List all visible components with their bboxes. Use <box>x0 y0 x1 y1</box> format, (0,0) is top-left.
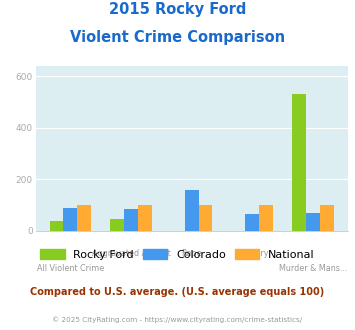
Text: Aggravated Assault: Aggravated Assault <box>92 249 170 258</box>
Bar <box>306 214 320 231</box>
Bar <box>320 205 334 231</box>
Bar <box>124 209 138 231</box>
Text: Murder & Mans...: Murder & Mans... <box>279 264 347 273</box>
Bar <box>245 214 259 231</box>
Legend: Rocky Ford, Colorado, National: Rocky Ford, Colorado, National <box>37 246 318 263</box>
Bar <box>77 205 91 231</box>
Text: All Violent Crime: All Violent Crime <box>37 264 104 273</box>
Bar <box>138 205 152 231</box>
Bar <box>198 205 212 231</box>
Bar <box>185 190 198 231</box>
Text: Violent Crime Comparison: Violent Crime Comparison <box>70 30 285 45</box>
Bar <box>50 221 64 231</box>
Bar <box>110 218 124 231</box>
Text: Compared to U.S. average. (U.S. average equals 100): Compared to U.S. average. (U.S. average … <box>31 287 324 297</box>
Text: 2015 Rocky Ford: 2015 Rocky Ford <box>109 2 246 16</box>
Bar <box>292 94 306 231</box>
Text: Rape: Rape <box>181 249 202 258</box>
Bar <box>64 208 77 231</box>
Text: Robbery: Robbery <box>236 249 269 258</box>
Text: © 2025 CityRating.com - https://www.cityrating.com/crime-statistics/: © 2025 CityRating.com - https://www.city… <box>53 317 302 323</box>
Bar <box>259 205 273 231</box>
